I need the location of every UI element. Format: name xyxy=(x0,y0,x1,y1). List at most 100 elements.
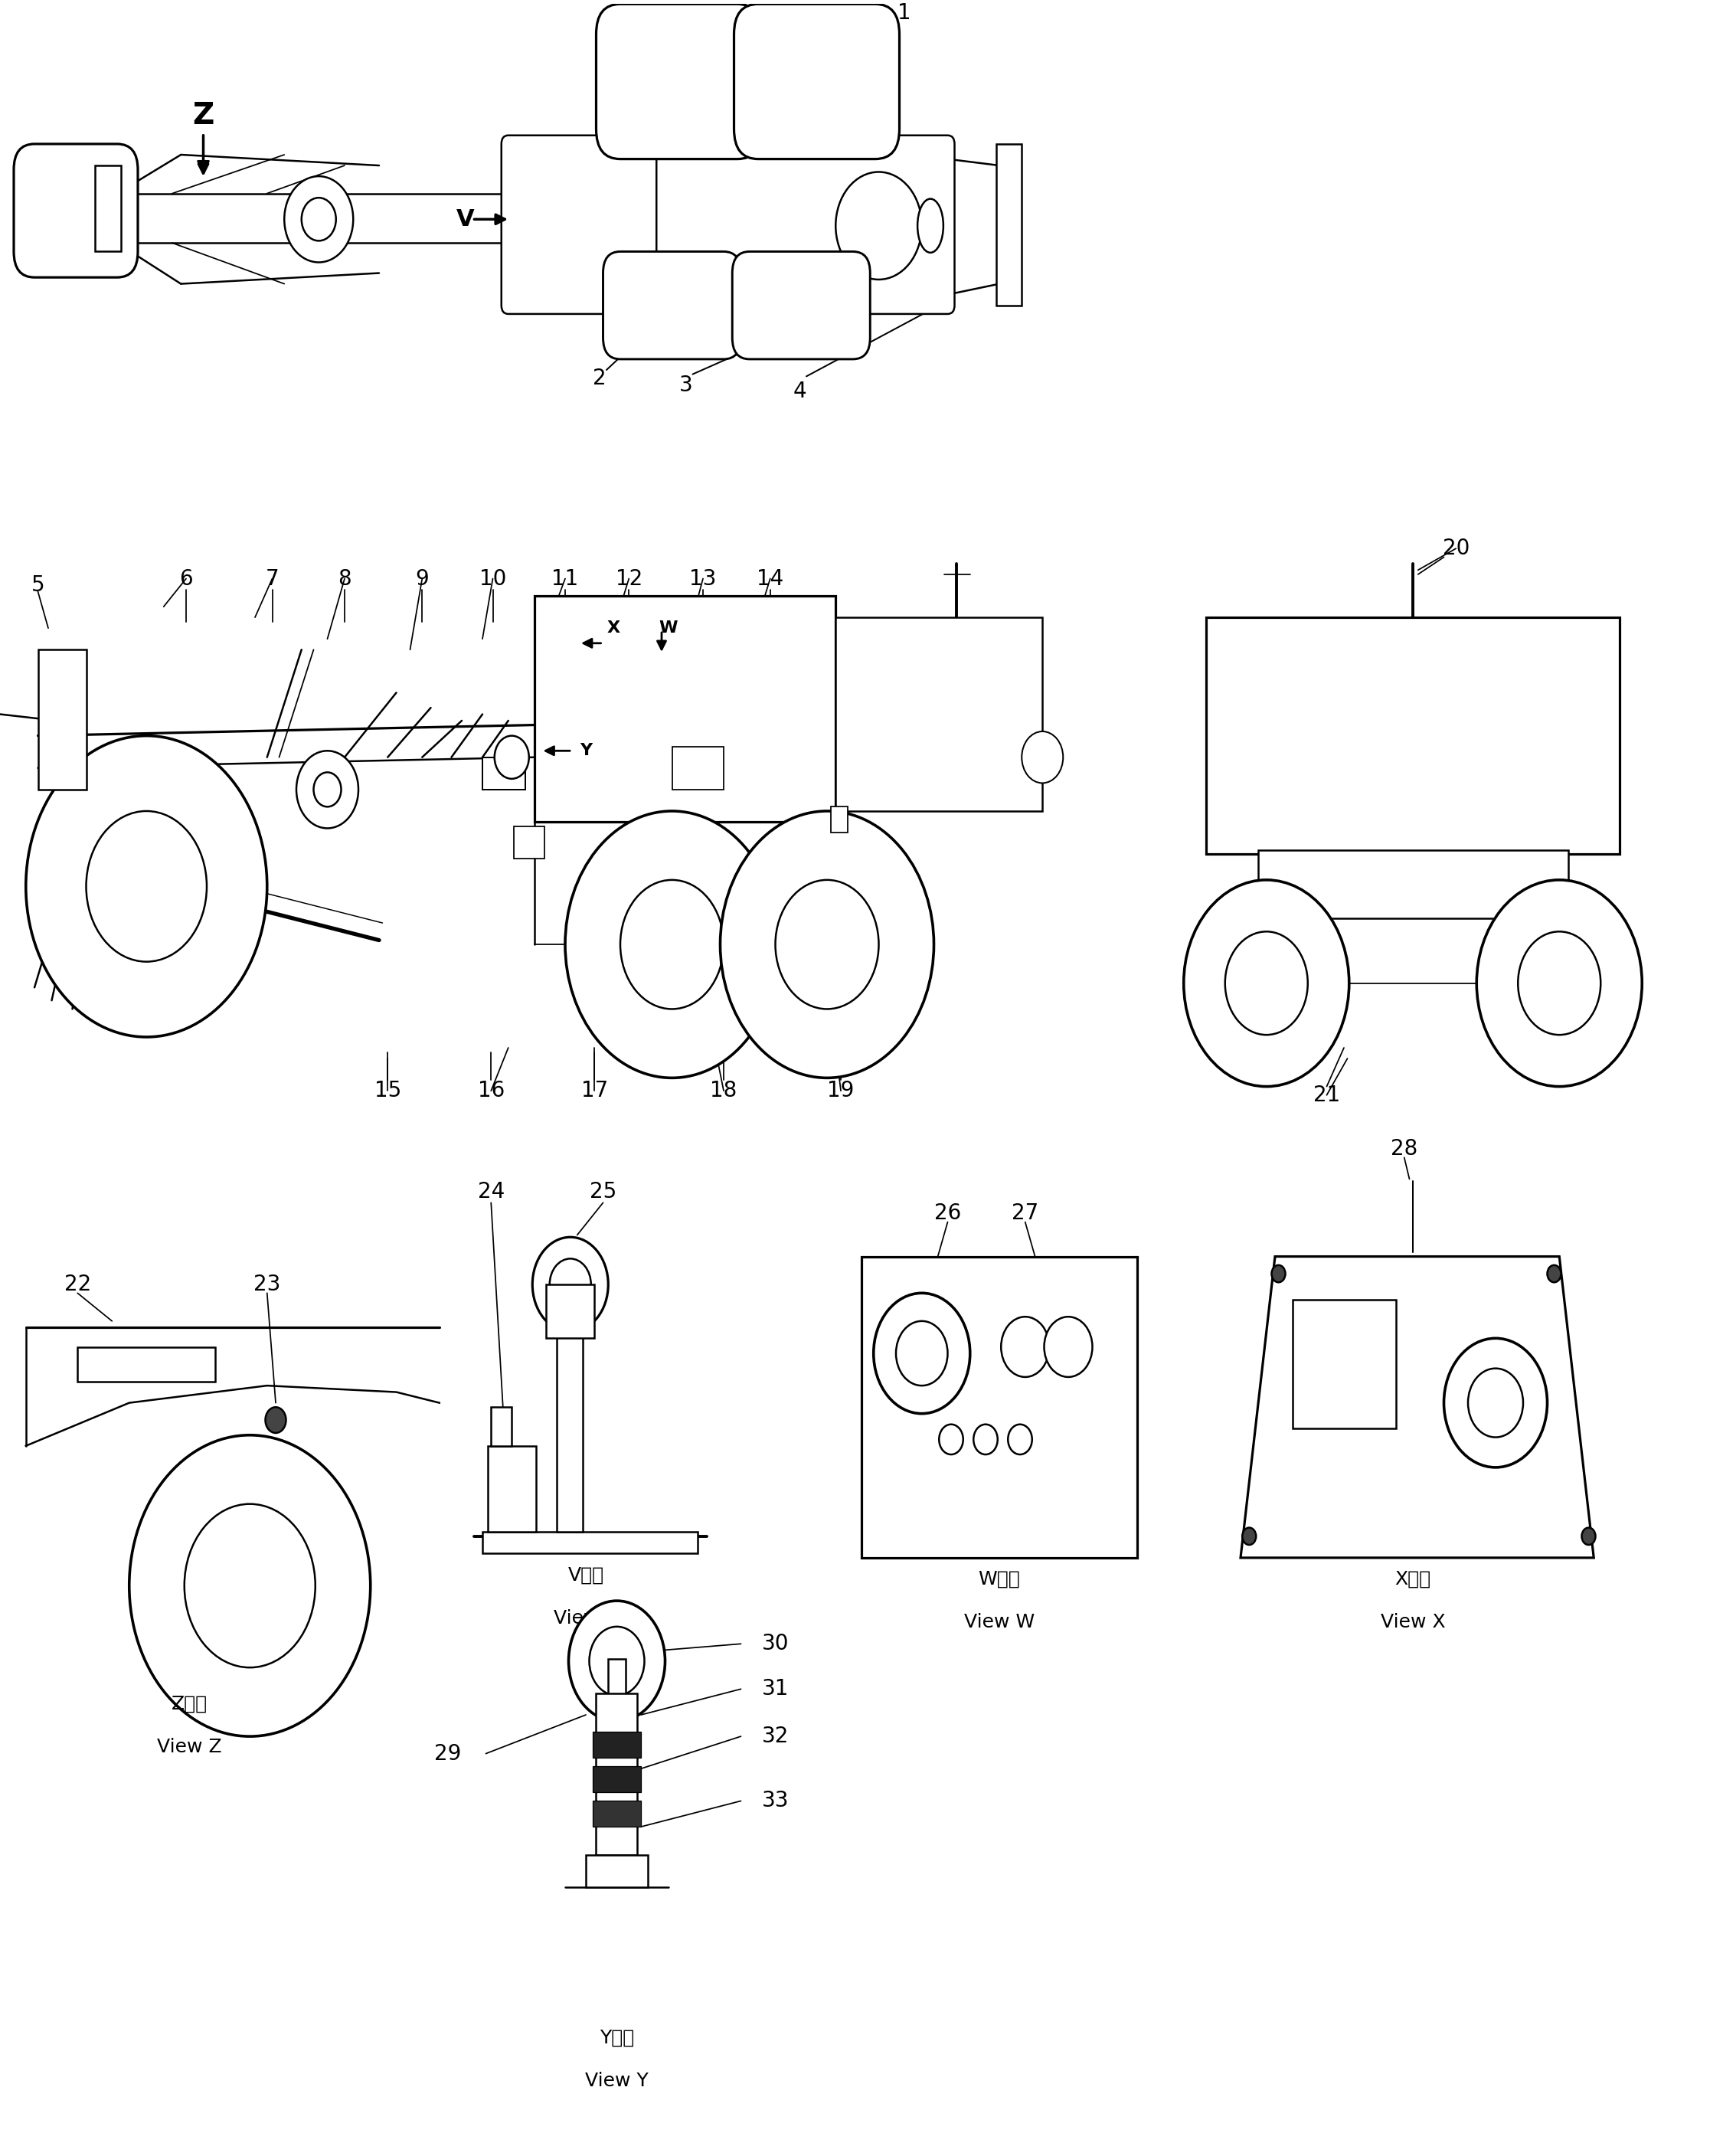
Text: 12: 12 xyxy=(615,567,643,589)
Circle shape xyxy=(1022,731,1063,783)
Circle shape xyxy=(1184,880,1349,1087)
FancyBboxPatch shape xyxy=(656,136,955,315)
Text: 15: 15 xyxy=(374,1080,401,1102)
Circle shape xyxy=(620,880,724,1009)
Bar xyxy=(557,1317,582,1533)
Text: View Y: View Y xyxy=(586,2072,648,2089)
FancyBboxPatch shape xyxy=(734,4,899,160)
Circle shape xyxy=(1001,1317,1049,1378)
Text: 20: 20 xyxy=(1442,537,1470,558)
Bar xyxy=(1258,849,1568,918)
Text: 29: 29 xyxy=(434,1742,462,1764)
FancyBboxPatch shape xyxy=(501,136,670,315)
Text: 22: 22 xyxy=(64,1274,91,1296)
Circle shape xyxy=(129,1436,370,1736)
Text: 32: 32 xyxy=(762,1725,789,1746)
Text: 2: 2 xyxy=(593,369,606,390)
Text: View W: View W xyxy=(965,1613,1034,1632)
Text: 11: 11 xyxy=(551,567,579,589)
Polygon shape xyxy=(1241,1257,1594,1559)
Bar xyxy=(482,757,526,789)
Text: 25: 25 xyxy=(589,1181,617,1203)
Circle shape xyxy=(86,811,207,962)
Bar xyxy=(534,595,836,821)
Circle shape xyxy=(565,811,779,1078)
Bar xyxy=(596,1692,638,1854)
FancyBboxPatch shape xyxy=(14,144,138,278)
Text: 23: 23 xyxy=(253,1274,281,1296)
Text: 8: 8 xyxy=(338,567,351,589)
Text: 3: 3 xyxy=(679,375,693,397)
Bar xyxy=(482,1533,698,1554)
Circle shape xyxy=(302,198,336,241)
Text: 16: 16 xyxy=(477,1080,505,1102)
Text: V: V xyxy=(457,209,474,231)
FancyBboxPatch shape xyxy=(732,252,870,360)
Bar xyxy=(672,746,724,789)
Circle shape xyxy=(1444,1339,1547,1468)
Text: View V: View V xyxy=(553,1608,619,1628)
Text: 1: 1 xyxy=(898,2,911,24)
Bar xyxy=(862,1257,1137,1559)
Text: 13: 13 xyxy=(689,567,717,589)
Circle shape xyxy=(550,1259,591,1311)
Circle shape xyxy=(874,1294,970,1414)
Text: Z　視: Z 視 xyxy=(172,1695,207,1714)
Text: 19: 19 xyxy=(827,1080,855,1102)
Text: View Z: View Z xyxy=(157,1738,222,1757)
Circle shape xyxy=(284,177,353,263)
Text: View X: View X xyxy=(1380,1613,1446,1632)
Circle shape xyxy=(939,1425,963,1455)
Circle shape xyxy=(896,1322,948,1386)
Circle shape xyxy=(569,1600,665,1720)
Circle shape xyxy=(314,772,341,806)
Text: 7: 7 xyxy=(265,567,279,589)
Text: Z: Z xyxy=(193,101,214,132)
Circle shape xyxy=(265,1408,286,1434)
Text: 14: 14 xyxy=(756,567,784,589)
Bar xyxy=(38,649,86,789)
Bar xyxy=(996,144,1022,306)
Bar xyxy=(546,1285,594,1339)
Bar xyxy=(488,1447,536,1533)
Text: 10: 10 xyxy=(479,567,507,589)
Text: 21: 21 xyxy=(1313,1084,1340,1106)
Circle shape xyxy=(775,880,879,1009)
Circle shape xyxy=(495,735,529,778)
Text: 24: 24 xyxy=(477,1181,505,1203)
Bar xyxy=(593,1731,641,1757)
Circle shape xyxy=(296,750,358,828)
Text: W　視: W 視 xyxy=(979,1570,1020,1589)
Circle shape xyxy=(184,1505,315,1667)
Text: 4: 4 xyxy=(793,382,806,403)
Text: 9: 9 xyxy=(415,567,429,589)
Circle shape xyxy=(1477,880,1642,1087)
Circle shape xyxy=(1225,931,1308,1035)
Text: 33: 33 xyxy=(762,1789,789,1811)
Circle shape xyxy=(1242,1529,1256,1546)
Circle shape xyxy=(720,811,934,1078)
Text: V　視: V 視 xyxy=(569,1565,603,1585)
Circle shape xyxy=(1518,931,1601,1035)
Text: 18: 18 xyxy=(710,1080,737,1102)
FancyBboxPatch shape xyxy=(596,4,762,160)
Text: 5: 5 xyxy=(31,573,45,595)
Bar xyxy=(593,1766,641,1792)
Circle shape xyxy=(1468,1369,1523,1438)
Bar xyxy=(608,1658,625,1697)
Text: 30: 30 xyxy=(762,1632,789,1654)
Circle shape xyxy=(589,1626,644,1695)
Circle shape xyxy=(1044,1317,1092,1378)
Circle shape xyxy=(532,1238,608,1332)
Ellipse shape xyxy=(917,198,944,252)
Text: 27: 27 xyxy=(1011,1203,1039,1225)
Bar xyxy=(1206,617,1620,854)
Text: 17: 17 xyxy=(581,1080,608,1102)
Circle shape xyxy=(836,172,922,280)
Bar xyxy=(586,1854,648,1886)
Text: 31: 31 xyxy=(762,1677,789,1699)
Text: W: W xyxy=(660,621,677,636)
Bar xyxy=(593,1800,641,1826)
Circle shape xyxy=(1008,1425,1032,1455)
Bar xyxy=(513,826,544,858)
